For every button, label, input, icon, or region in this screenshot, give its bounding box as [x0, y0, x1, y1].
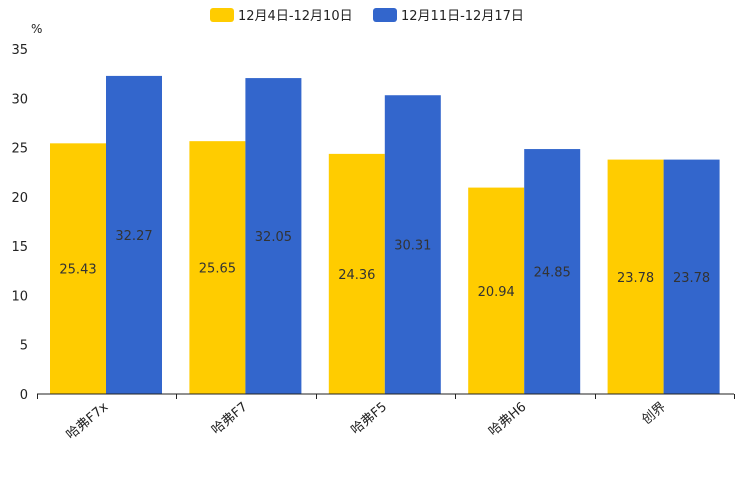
y-tick-label: 10 — [11, 289, 28, 304]
bar-series1-2 — [189, 141, 246, 394]
bar-series1-5 — [607, 159, 664, 394]
y-axis-unit-label: % — [31, 22, 42, 36]
data-label-series2-3: 30.31 — [394, 239, 431, 254]
x-category-label: 创界 — [639, 400, 669, 428]
bar-series2-1 — [106, 75, 162, 394]
y-tick-label: 30 — [11, 92, 28, 107]
legend-label-2: 12月11日-12月17日 — [401, 9, 524, 24]
x-category-label: 哈弗F5 — [348, 400, 390, 438]
data-label-series1-4: 20.94 — [478, 285, 515, 300]
y-tick-label: 5 — [20, 339, 28, 354]
x-category-label: 哈弗F7x — [64, 399, 112, 442]
legend-label-1: 12月4日-12月10日 — [238, 9, 353, 24]
data-label-series1-5: 23.78 — [617, 271, 654, 286]
legend-swatch-2 — [373, 8, 397, 22]
bar-series1-4 — [468, 187, 525, 394]
bar-series1-1 — [50, 143, 106, 394]
data-label-series1-2: 25.65 — [199, 262, 236, 277]
y-tick-label: 35 — [11, 43, 28, 58]
bars: 25.43 32.27 25.65 32.05 24.36 30.31 20.94 24.85… — [50, 75, 720, 394]
x-category-label: 哈弗H6 — [486, 400, 529, 440]
bar-series2-5 — [663, 159, 720, 394]
y-tick-label: 0 — [20, 388, 28, 403]
y-tick-label: 15 — [11, 240, 28, 255]
data-label-series2-1: 32.27 — [115, 229, 152, 244]
legend: 12月4日-12月10日 12月11日-12月17日 — [210, 8, 524, 24]
y-tick-label: 20 — [11, 191, 28, 206]
x-category-label: 哈弗F7 — [209, 400, 251, 438]
data-label-series1-3: 24.36 — [338, 268, 375, 283]
data-label-series1-1: 25.43 — [59, 263, 96, 278]
bar-series1-3 — [328, 153, 385, 394]
bar-series2-2 — [245, 78, 302, 394]
y-tick-label: 25 — [11, 142, 28, 157]
y-axis: 0 5 10 15 20 25 30 35 — [11, 43, 28, 403]
data-label-series2-5: 23.78 — [673, 271, 710, 286]
bar-series2-3 — [384, 95, 441, 394]
x-axis: 哈弗F7x 哈弗F7 哈弗F5 哈弗H6 创界 — [37, 393, 735, 443]
data-label-series2-2: 32.05 — [255, 230, 292, 245]
data-label-series2-4: 24.85 — [534, 266, 571, 281]
legend-swatch-1 — [210, 8, 234, 22]
bar-series2-4 — [524, 149, 581, 394]
